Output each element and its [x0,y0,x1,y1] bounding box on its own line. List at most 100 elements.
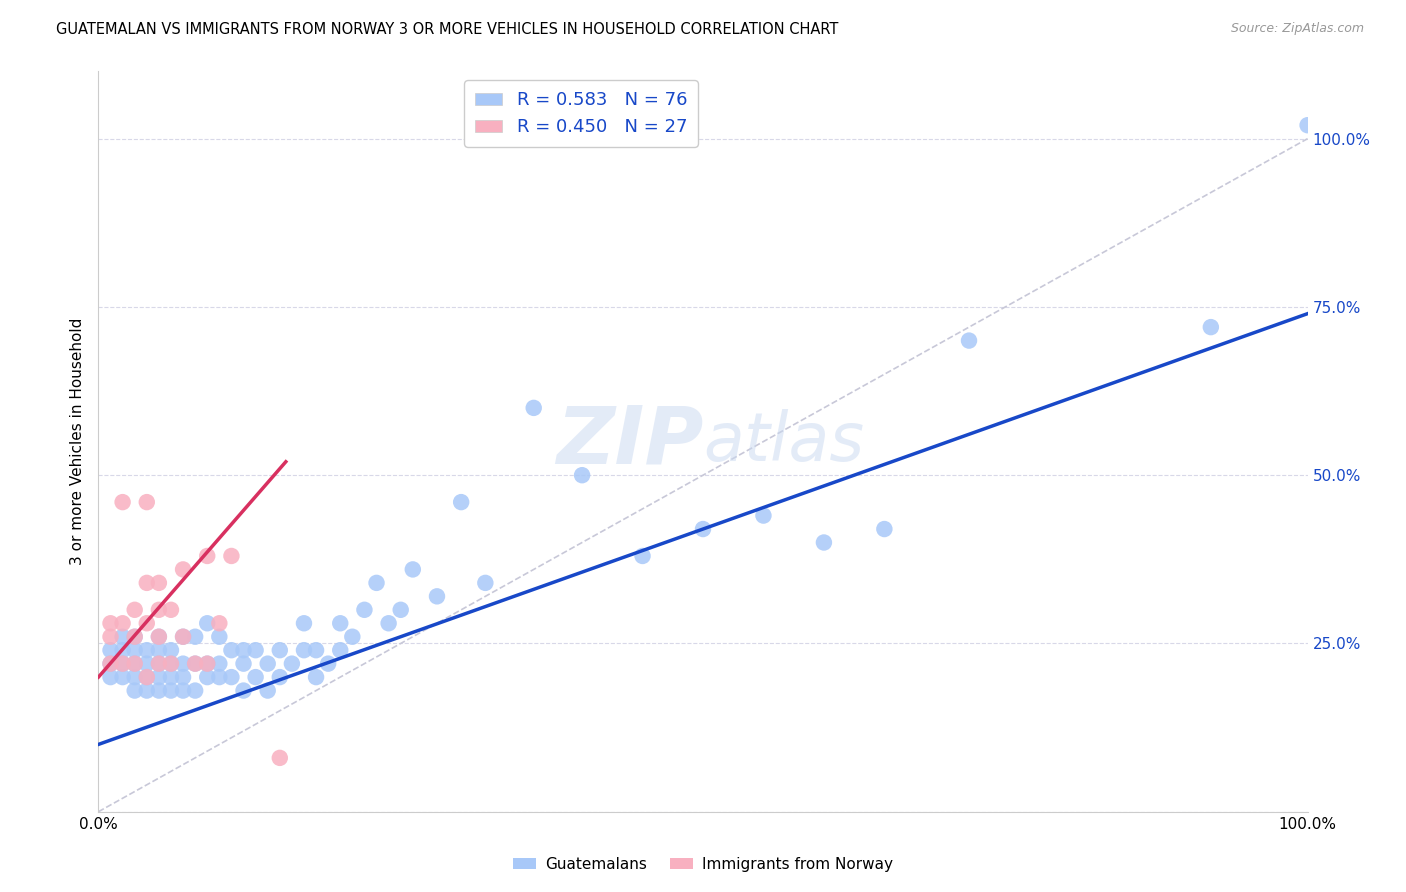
Point [100,657,122,671]
Point [873,522,896,536]
Text: atlas: atlas [703,409,865,475]
Point [160,683,183,698]
Point [342,630,364,644]
Point [184,657,207,671]
Point [631,549,654,563]
Point [208,616,231,631]
Point [957,334,980,348]
Point [305,670,328,684]
Point [100,643,122,657]
Point [450,495,472,509]
Point [221,643,243,657]
Point [366,575,388,590]
Point [184,630,207,644]
Point [195,616,218,631]
Point [269,751,291,765]
Point [221,549,243,563]
Point [232,683,254,698]
Point [232,643,254,657]
Point [135,643,157,657]
Point [124,657,146,671]
Point [148,643,170,657]
Point [111,630,134,644]
Point [184,657,207,671]
Point [124,683,146,698]
Legend: Guatemalans, Immigrants from Norway: Guatemalans, Immigrants from Norway [508,851,898,878]
Point [523,401,546,415]
Point [184,683,207,698]
Point [172,657,194,671]
Point [292,616,315,631]
Point [195,657,218,671]
Point [135,657,157,671]
Point [111,643,134,657]
Point [148,603,170,617]
Point [813,535,835,549]
Point [148,657,170,671]
Y-axis label: 3 or more Vehicles in Household: 3 or more Vehicles in Household [70,318,86,566]
Point [124,670,146,684]
Point [100,630,122,644]
Point [353,603,375,617]
Point [148,657,170,671]
Point [389,603,412,617]
Point [111,616,134,631]
Point [256,657,278,671]
Point [195,670,218,684]
Point [124,630,146,644]
Point [148,575,170,590]
Point [100,657,122,671]
Point [329,616,352,631]
Point [172,630,194,644]
Point [402,562,425,576]
Point [124,603,146,617]
Point [195,549,218,563]
Point [474,575,496,590]
Point [172,630,194,644]
Point [281,657,304,671]
Point [124,657,146,671]
Point [160,603,183,617]
Point [135,670,157,684]
Point [100,670,122,684]
Point [124,643,146,657]
Point [256,683,278,698]
Point [1296,118,1319,132]
Point [148,670,170,684]
Point [426,590,449,604]
Point [329,643,352,657]
Point [148,683,170,698]
Point [135,616,157,631]
Point [692,522,714,536]
Point [160,643,183,657]
Point [208,630,231,644]
Point [245,670,267,684]
Point [111,495,134,509]
Point [135,495,157,509]
Point [269,643,291,657]
Point [148,630,170,644]
Point [752,508,775,523]
Point [160,670,183,684]
Point [292,643,315,657]
Point [111,670,134,684]
Point [221,670,243,684]
Text: Source: ZipAtlas.com: Source: ZipAtlas.com [1230,22,1364,36]
Point [305,643,328,657]
Point [100,616,122,631]
Point [208,657,231,671]
Point [172,670,194,684]
Point [135,670,157,684]
Point [172,683,194,698]
Point [269,670,291,684]
Point [195,657,218,671]
Point [148,630,170,644]
Point [232,657,254,671]
Point [316,657,339,671]
Point [172,562,194,576]
Point [160,657,183,671]
Point [160,657,183,671]
Text: GUATEMALAN VS IMMIGRANTS FROM NORWAY 3 OR MORE VEHICLES IN HOUSEHOLD CORRELATION: GUATEMALAN VS IMMIGRANTS FROM NORWAY 3 O… [56,22,838,37]
Point [571,468,593,483]
Point [111,657,134,671]
